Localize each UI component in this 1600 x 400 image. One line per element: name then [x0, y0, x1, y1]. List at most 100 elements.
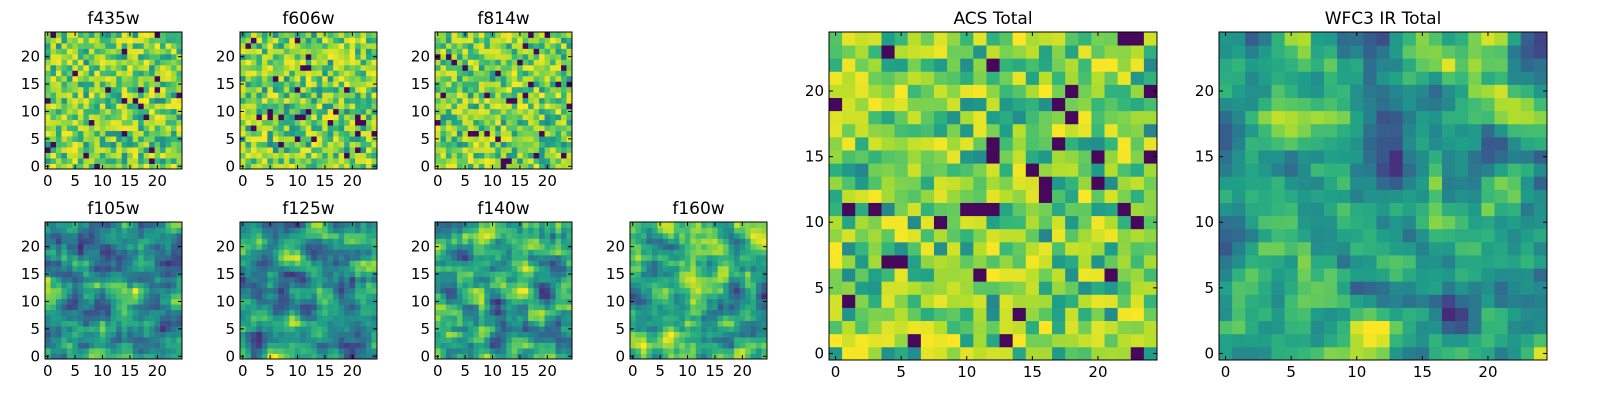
- y-tick-label: 10: [606, 292, 625, 310]
- heatmap-cell: [333, 158, 340, 164]
- heatmap-cell: [88, 59, 95, 66]
- heatmap-cell: [1038, 307, 1053, 322]
- heatmap-cell: [176, 141, 183, 148]
- heatmap-cell: [986, 255, 1000, 269]
- heatmap-cell: [245, 141, 252, 148]
- heatmap-cell: [338, 53, 345, 60]
- heatmap-cell: [646, 348, 653, 354]
- heatmap-cell: [960, 333, 974, 348]
- heatmap-cell: [489, 271, 496, 278]
- heatmap-cell: [999, 294, 1014, 308]
- heatmap-cell: [495, 232, 502, 239]
- heatmap-cell: [673, 254, 680, 261]
- heatmap-cell: [66, 348, 73, 354]
- heatmap-cell: [484, 287, 491, 294]
- heatmap-cell: [316, 59, 323, 66]
- heatmap-cell: [528, 125, 535, 132]
- heatmap-cell: [311, 276, 318, 283]
- heatmap-cell: [495, 152, 502, 159]
- heatmap-cell: [517, 86, 524, 93]
- heatmap-cell: [300, 238, 307, 245]
- heatmap-cell: [138, 309, 145, 316]
- heatmap-cell: [473, 81, 480, 88]
- heatmap-cell: [728, 243, 735, 250]
- heatmap-cell: [511, 342, 518, 349]
- heatmap-cell: [456, 348, 463, 354]
- heatmap-cell: [745, 337, 751, 343]
- heatmap-cell: [149, 232, 155, 239]
- heatmap-cell: [533, 249, 540, 256]
- heatmap-cell: [495, 114, 502, 121]
- heatmap-cell: [289, 238, 296, 245]
- heatmap-cell: [528, 276, 535, 283]
- heatmap-cell: [555, 59, 562, 66]
- heatmap-cell: [322, 315, 329, 322]
- heatmap-cell: [1104, 268, 1119, 282]
- heatmap-cell: [61, 70, 68, 77]
- heatmap-cell: [1012, 176, 1027, 190]
- heatmap-cell: [66, 147, 73, 153]
- heatmap-cell: [55, 243, 62, 250]
- heatmap-cell: [360, 265, 367, 272]
- heatmap-cell: [322, 309, 329, 316]
- heatmap-cell: [61, 353, 68, 360]
- heatmap-cell: [45, 125, 51, 132]
- heatmap-cell: [478, 298, 485, 305]
- heatmap-cell: [973, 176, 987, 190]
- heatmap-cell: [316, 282, 323, 289]
- heatmap-cell: [333, 125, 340, 132]
- heatmap-cell: [110, 32, 117, 38]
- heatmap-cell: [456, 53, 463, 60]
- heatmap-cell: [973, 307, 987, 322]
- heatmap-cell: [495, 254, 502, 261]
- heatmap-cell: [555, 337, 562, 343]
- heatmap-cell: [533, 353, 540, 360]
- heatmap-cell: [333, 119, 340, 126]
- heatmap-cell: [327, 114, 334, 121]
- heatmap-cell: [544, 37, 551, 44]
- heatmap-cell: [717, 315, 724, 322]
- heatmap-cell: [154, 293, 161, 300]
- heatmap-cell: [550, 315, 556, 322]
- heatmap-cell: [842, 241, 856, 256]
- heatmap-cell: [143, 298, 150, 305]
- heatmap-cell: [294, 320, 301, 327]
- heatmap-cell: [149, 97, 155, 104]
- heatmap-cell: [311, 103, 318, 110]
- heatmap-cell: [77, 86, 84, 93]
- heatmap-cell: [640, 320, 647, 327]
- heatmap-cell: [522, 119, 529, 126]
- heatmap-cell: [635, 222, 642, 228]
- heatmap-cell: [484, 70, 491, 77]
- heatmap-cell: [511, 287, 518, 294]
- heatmap-cell: [66, 86, 73, 93]
- heatmap-cell: [127, 81, 134, 88]
- heatmap-cell: [484, 64, 491, 71]
- heatmap-cell: [143, 59, 150, 66]
- heatmap-cell: [973, 255, 987, 269]
- heatmap-cell: [533, 298, 540, 305]
- heatmap-cell: [986, 202, 1000, 217]
- heatmap-cell: [522, 282, 529, 289]
- heatmap-cell: [55, 75, 62, 82]
- heatmap-cell: [311, 265, 318, 272]
- heatmap-cell: [83, 152, 90, 159]
- heatmap-cell: [333, 238, 340, 245]
- heatmap-cell: [127, 298, 134, 305]
- heatmap-cell: [668, 222, 675, 228]
- heatmap-cell: [371, 92, 378, 99]
- heatmap-cell: [456, 227, 463, 234]
- heatmap-cell: [66, 64, 73, 71]
- heatmap-cell: [272, 326, 279, 332]
- heatmap-cell: [300, 298, 307, 305]
- heatmap-cell: [289, 353, 296, 360]
- heatmap-cell: [300, 304, 307, 311]
- heatmap-cell: [61, 265, 68, 272]
- heatmap-cell: [116, 86, 123, 93]
- heatmap-cell: [533, 158, 540, 164]
- heatmap-cell: [907, 281, 922, 295]
- heatmap-cell: [256, 298, 263, 305]
- heatmap-cell: [127, 141, 134, 148]
- heatmap-cell: [77, 119, 84, 126]
- heatmap-cell: [506, 309, 513, 316]
